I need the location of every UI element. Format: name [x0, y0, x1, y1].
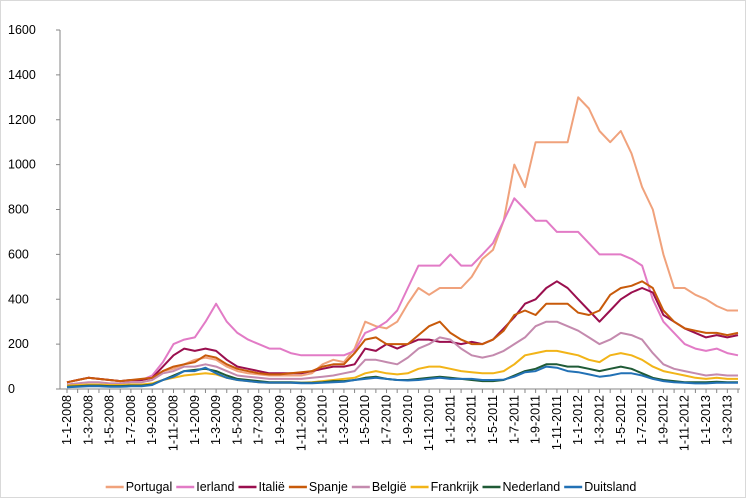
- x-tick-label: 1-3-2011: [465, 395, 479, 444]
- x-tick-label: 1-11-2012: [678, 395, 692, 451]
- y-tick-label: 1400: [8, 68, 36, 82]
- x-tick-label: 1-5-2012: [614, 395, 628, 445]
- y-tick-label: 1200: [8, 113, 36, 127]
- legend-label: België: [372, 480, 407, 494]
- x-tick-label: 1-5-2010: [358, 395, 372, 445]
- x-tick-label: 1-1-2009: [188, 395, 202, 445]
- x-tick-label: 1-7-2010: [380, 395, 394, 445]
- x-tick-label: 1-1-2010: [316, 395, 330, 445]
- x-tick-label: 1-11-2009: [294, 395, 308, 451]
- x-tick-label: 1-11-2010: [422, 395, 436, 451]
- series-line: [66, 197, 739, 384]
- x-tick-label: 1-3-2010: [337, 395, 351, 445]
- x-tick-label: 1-9-2008: [145, 395, 159, 445]
- series-line: [66, 96, 738, 384]
- y-tick-label: 400: [8, 292, 29, 306]
- x-tick-label: 1-9-2010: [401, 395, 415, 445]
- x-tick-label: 1-9-2012: [656, 395, 670, 445]
- x-tick-label: 1-5-2011: [486, 395, 500, 444]
- x-tick-label: 1-9-2011: [529, 395, 543, 444]
- series-line: [66, 365, 738, 389]
- x-tick-label: 1-7-2011: [507, 395, 521, 444]
- y-tick-label: 1000: [8, 158, 36, 172]
- x-tick-label: 1-5-2008: [103, 395, 117, 445]
- series-line: [66, 280, 739, 384]
- y-tick-label: 200: [8, 337, 29, 351]
- x-tick-label: 1-1-2013: [699, 395, 713, 445]
- x-tick-label: 1-11-2008: [167, 395, 181, 451]
- series-line: [66, 320, 738, 386]
- x-tick-label: 1-7-2012: [635, 395, 649, 445]
- y-tick-label: 800: [8, 203, 29, 217]
- y-tick-label: 1600: [8, 23, 36, 37]
- legend-label: Nederland: [503, 480, 561, 494]
- x-tick-label: 1-7-2008: [124, 395, 138, 445]
- x-tick-label: 1-7-2009: [252, 395, 266, 445]
- legend-label: Duitsland: [584, 480, 636, 494]
- x-tick-label: 1-11-2011: [550, 395, 564, 450]
- x-tick-label: 1-5-2009: [230, 395, 244, 445]
- legend-label: Portugal: [126, 480, 173, 494]
- series-line: [66, 349, 738, 387]
- x-tick-label: 1-9-2009: [273, 395, 287, 445]
- x-tick-label: 1-3-2008: [81, 395, 95, 445]
- x-tick-label: 1-3-2009: [209, 395, 223, 445]
- legend-label: Italië: [258, 480, 284, 494]
- y-tick-label: 600: [8, 247, 29, 261]
- legend-label: Frankrijk: [431, 480, 480, 494]
- series-line: [66, 280, 739, 384]
- x-tick-label: 1-1-2008: [60, 395, 74, 445]
- y-tick-label: 0: [8, 382, 15, 396]
- legend-label: Spanje: [309, 480, 348, 494]
- x-tick-label: 1-3-2012: [593, 395, 607, 445]
- legend-label: Ierland: [196, 480, 234, 494]
- x-tick-label: 1-3-2013: [720, 395, 734, 445]
- x-tick-label: 1-1-2011: [443, 395, 457, 444]
- x-tick-label: 1-1-2012: [571, 395, 585, 445]
